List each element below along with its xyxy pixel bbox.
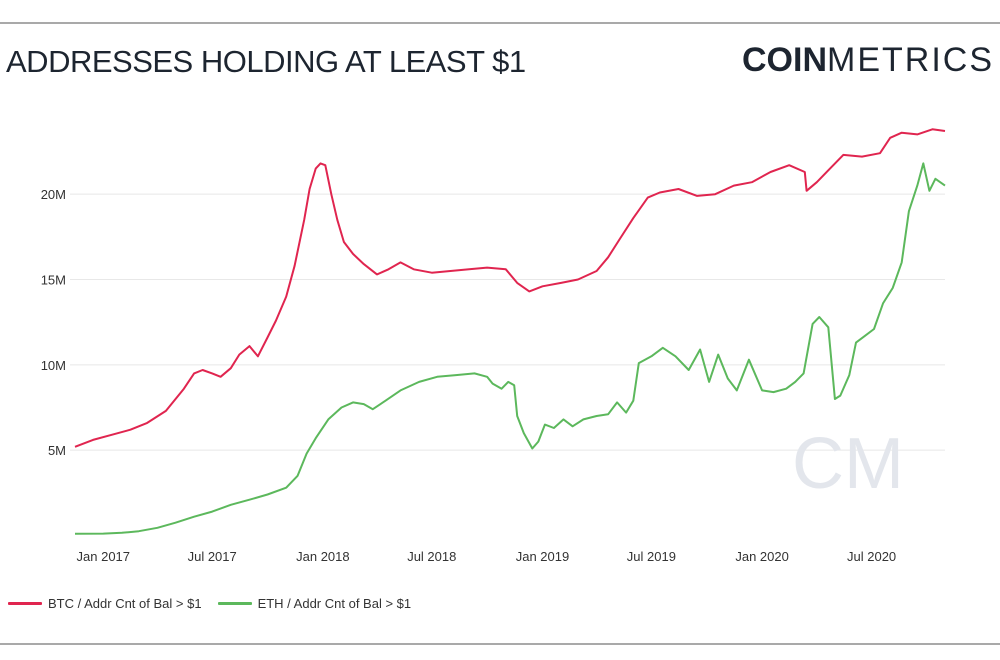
chart-title: ADDRESSES HOLDING AT LEAST $1	[6, 44, 526, 79]
x-tick-label: Jul 2020	[847, 549, 896, 564]
legend-swatch-btc	[8, 602, 42, 605]
x-tick-label: Jul 2018	[407, 549, 456, 564]
chart-legend: BTC / Addr Cnt of Bal > $1 ETH / Addr Cn…	[8, 596, 427, 611]
legend-item-btc[interactable]: BTC / Addr Cnt of Bal > $1	[8, 596, 202, 611]
top-divider	[0, 22, 1000, 24]
x-tick-label: Jan 2017	[77, 549, 131, 564]
x-tick-label: Jul 2017	[188, 549, 237, 564]
series-lines	[74, 128, 946, 535]
series-line-btc	[74, 128, 946, 448]
legend-label-eth: ETH / Addr Cnt of Bal > $1	[257, 596, 412, 611]
bottom-divider	[0, 643, 1000, 645]
x-tick-label: Jan 2018	[296, 549, 350, 564]
y-tick-label: 10M	[41, 358, 66, 373]
y-axis-ticks: 5M 10M 15M 20M	[41, 187, 66, 458]
series-line-eth	[74, 162, 946, 535]
x-tick-label: Jan 2020	[735, 549, 789, 564]
x-tick-label: Jan 2019	[516, 549, 570, 564]
x-tick-label: Jul 2019	[627, 549, 676, 564]
logo-light-text: METRICS	[827, 41, 994, 79]
legend-swatch-eth	[217, 602, 252, 605]
y-tick-label: 20M	[41, 187, 66, 202]
legend-label-btc: BTC / Addr Cnt of Bal > $1	[48, 596, 202, 611]
watermark-cm: CM	[792, 424, 904, 504]
x-axis-ticks: Jan 2017 Jul 2017 Jan 2018 Jul 2018 Jan 2019…	[77, 549, 897, 564]
legend-item-eth[interactable]: ETH / Addr Cnt of Bal > $1	[217, 596, 412, 611]
logo-bold-text: COIN	[742, 41, 827, 79]
grid-lines	[70, 193, 945, 451]
y-tick-label: 5M	[48, 443, 66, 458]
coinmetrics-logo: COINMETRICS	[742, 41, 994, 80]
y-tick-label: 15M	[41, 273, 66, 288]
